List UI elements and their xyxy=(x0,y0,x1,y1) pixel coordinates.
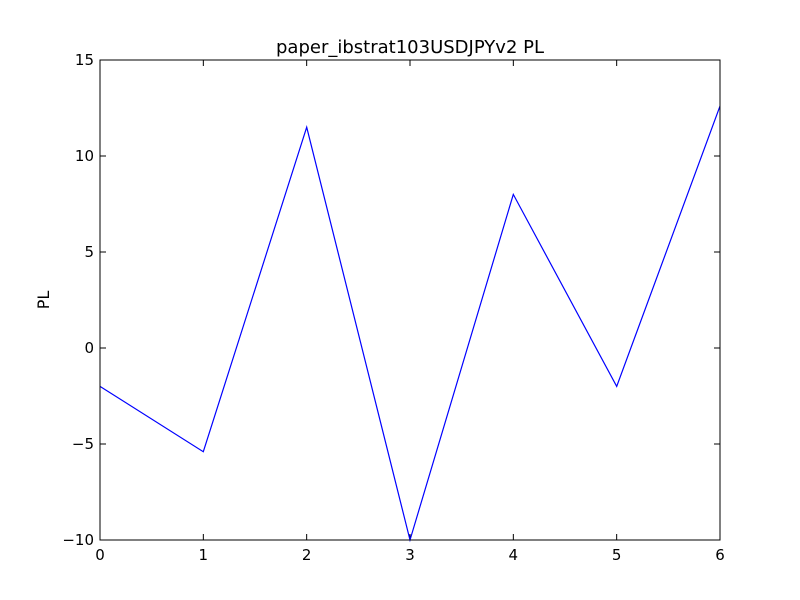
y-tick-label: 0 xyxy=(84,339,94,357)
x-tick-label: 2 xyxy=(302,546,312,564)
y-tick-label: −10 xyxy=(62,531,94,549)
y-tick-label: −5 xyxy=(72,435,94,453)
x-tick-label: 0 xyxy=(95,546,105,564)
x-tick-label: 1 xyxy=(199,546,209,564)
y-tick-label: 15 xyxy=(75,51,94,69)
y-tick-label: 5 xyxy=(84,243,94,261)
x-tick-label: 6 xyxy=(715,546,725,564)
plot-frame xyxy=(99,59,721,541)
ticks-layer: 0 1 2 3 4 5 6 −10 −5 0 5 10 15 xyxy=(62,51,724,564)
x-tick-label: 4 xyxy=(509,546,519,564)
chart-title: paper_ibstrat103USDJPYv2 PL xyxy=(276,37,544,58)
y-axis-label: PL xyxy=(34,291,53,310)
x-tick-label: 3 xyxy=(405,546,415,564)
x-tick-label: 5 xyxy=(612,546,622,564)
y-tick-label: 10 xyxy=(75,147,94,165)
